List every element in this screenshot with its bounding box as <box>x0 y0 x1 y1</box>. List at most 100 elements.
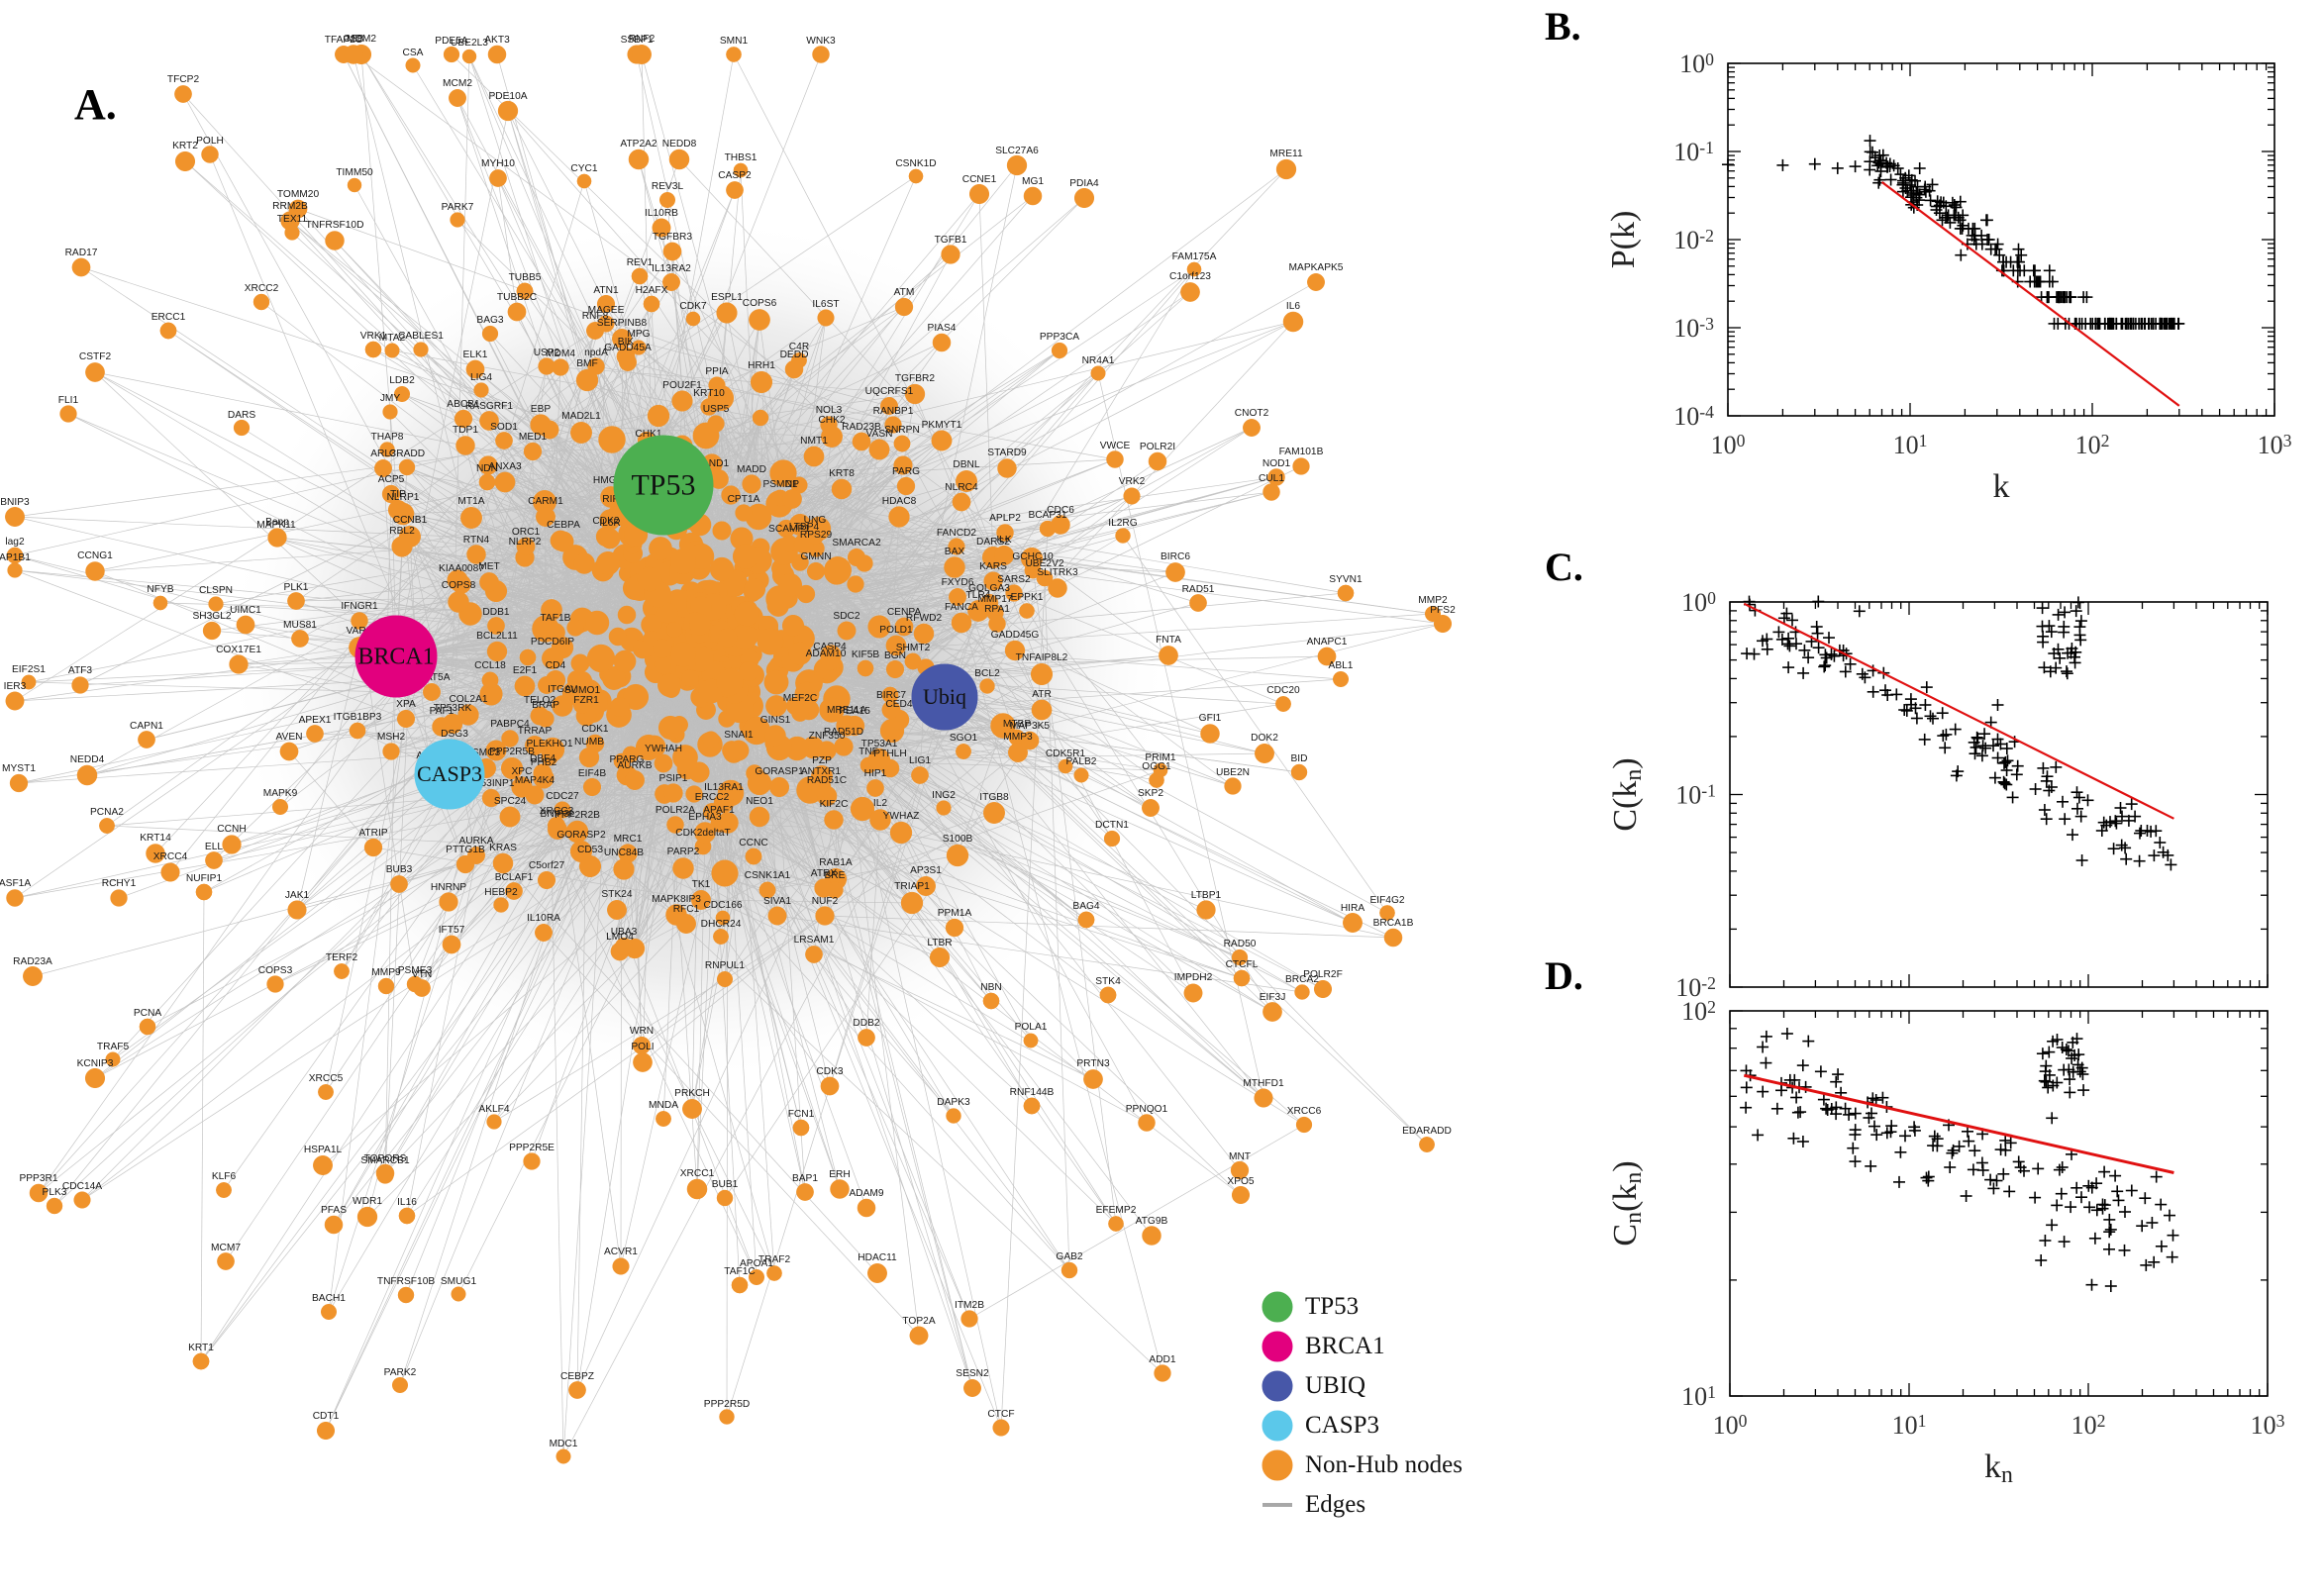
svg-text:ATN1: ATN1 <box>593 285 619 296</box>
svg-text:ABL1: ABL1 <box>1329 660 1354 671</box>
svg-text:KARS: KARS <box>979 561 1007 572</box>
svg-text:SLC27A6: SLC27A6 <box>995 146 1039 156</box>
svg-text:PPP2R5B: PPP2R5B <box>489 747 535 757</box>
svg-text:PAF1: PAF1 <box>430 706 454 717</box>
svg-text:ITGB8: ITGB8 <box>979 792 1009 803</box>
svg-text:THBS1: THBS1 <box>725 152 758 163</box>
svg-text:C1orf123: C1orf123 <box>1169 271 1211 282</box>
svg-text:NUFIP1: NUFIP1 <box>186 873 223 884</box>
svg-text:CABLES1: CABLES1 <box>398 331 444 342</box>
svg-text:NMT1: NMT1 <box>800 436 828 447</box>
svg-text:YWHAH: YWHAH <box>645 744 682 754</box>
svg-text:DBNL: DBNL <box>953 459 980 470</box>
svg-text:REV3L: REV3L <box>652 181 684 192</box>
svg-text:ASF1A: ASF1A <box>0 878 31 889</box>
svg-text:PCNA2: PCNA2 <box>90 807 124 818</box>
svg-text:TAF1B: TAF1B <box>541 613 571 624</box>
svg-text:PRTN3: PRTN3 <box>1076 1058 1110 1069</box>
svg-text:EIF3J: EIF3J <box>1260 992 1286 1003</box>
svg-text:PTTG1B: PTTG1B <box>446 845 485 855</box>
svg-text:THAP8: THAP8 <box>371 432 404 443</box>
svg-text:TERF2: TERF2 <box>326 952 358 963</box>
svg-text:RNF144B: RNF144B <box>1010 1087 1055 1098</box>
svg-text:NBN: NBN <box>980 982 1002 993</box>
svg-text:ND1: ND1 <box>709 458 730 469</box>
svg-text:TGFBR2: TGFBR2 <box>895 373 936 384</box>
svg-text:TUBB5: TUBB5 <box>509 272 542 283</box>
svg-text:CD4: CD4 <box>546 660 566 671</box>
svg-text:EIF2S1: EIF2S1 <box>12 664 46 675</box>
svg-text:KLF6: KLF6 <box>212 1171 237 1182</box>
svg-text:MAPK9: MAPK9 <box>263 788 298 799</box>
svg-text:HIRA: HIRA <box>1341 903 1365 914</box>
svg-text:RAD17: RAD17 <box>65 248 98 258</box>
svg-text:CSNK1A1: CSNK1A1 <box>745 870 791 881</box>
svg-text:SMARCB1: SMARCB1 <box>360 1155 410 1166</box>
svg-text:CAPN1: CAPN1 <box>130 721 163 732</box>
svg-text:CEBPA: CEBPA <box>547 520 580 531</box>
svg-text:CUL1: CUL1 <box>1259 473 1284 484</box>
svg-text:PKMYT1: PKMYT1 <box>922 420 962 431</box>
svg-text:APLP2: APLP2 <box>989 513 1021 524</box>
svg-text:MCM2: MCM2 <box>443 78 472 89</box>
svg-text:JMY: JMY <box>380 393 401 404</box>
svg-text:COPS3: COPS3 <box>258 965 293 976</box>
svg-text:PIAS4: PIAS4 <box>928 323 957 334</box>
svg-text:AKT3: AKT3 <box>484 35 510 46</box>
svg-text:MAPK11: MAPK11 <box>256 520 296 531</box>
svg-text:BUB1: BUB1 <box>712 1179 739 1190</box>
svg-text:AP1B1: AP1B1 <box>0 552 31 563</box>
svg-text:MED1: MED1 <box>519 432 548 443</box>
svg-text:XRCC4: XRCC4 <box>153 851 188 862</box>
svg-text:BCLAF1: BCLAF1 <box>495 872 534 883</box>
svg-text:IL6ST: IL6ST <box>812 299 839 310</box>
svg-text:YWHAZ: YWHAZ <box>883 811 920 822</box>
svg-text:SPC24: SPC24 <box>494 796 527 807</box>
svg-text:HEBP2: HEBP2 <box>484 887 518 898</box>
svg-text:MET: MET <box>478 561 500 572</box>
svg-text:USP5: USP5 <box>703 404 730 415</box>
svg-text:SHMT2: SHMT2 <box>896 643 931 653</box>
svg-text:LIG4: LIG4 <box>470 372 492 383</box>
svg-text:SARS2: SARS2 <box>997 574 1031 585</box>
svg-text:LTBP1: LTBP1 <box>1191 890 1222 901</box>
svg-text:IL6R: IL6R <box>599 518 621 529</box>
svg-text:NLRC4: NLRC4 <box>945 482 978 493</box>
svg-text:NEDD8: NEDD8 <box>662 139 697 150</box>
svg-text:DOK2: DOK2 <box>1251 733 1278 744</box>
svg-text:BIRC6: BIRC6 <box>1161 551 1190 562</box>
svg-text:XRCC1: XRCC1 <box>680 1168 715 1179</box>
svg-text:NLRP2: NLRP2 <box>509 537 542 548</box>
svg-text:SYVN1: SYVN1 <box>1329 574 1363 585</box>
svg-text:PPNQO1: PPNQO1 <box>1126 1104 1168 1115</box>
svg-text:TEX11: TEX11 <box>277 214 308 225</box>
svg-text:TNFRSF10B: TNFRSF10B <box>377 1276 436 1287</box>
svg-text:PDCD6IP: PDCD6IP <box>531 637 574 648</box>
svg-text:ILK: ILK <box>996 535 1011 546</box>
svg-text:BAX: BAX <box>945 547 965 557</box>
svg-text:BRCA2: BRCA2 <box>1285 974 1319 985</box>
svg-text:TGFBR3: TGFBR3 <box>653 232 693 243</box>
svg-text:PPP2R5D: PPP2R5D <box>704 1399 750 1410</box>
svg-text:ATG9B: ATG9B <box>1136 1216 1168 1227</box>
svg-text:IER3: IER3 <box>4 681 27 692</box>
svg-text:FAM101B: FAM101B <box>1279 447 1324 457</box>
svg-text:CLSPN: CLSPN <box>199 585 233 596</box>
svg-text:CSNK1D: CSNK1D <box>895 158 936 169</box>
svg-text:DAPK3: DAPK3 <box>937 1097 970 1108</box>
svg-text:CSTF2: CSTF2 <box>79 351 112 362</box>
svg-text:PCNA: PCNA <box>134 1008 162 1019</box>
svg-text:MEF2C: MEF2C <box>783 693 818 704</box>
svg-text:POLA1: POLA1 <box>1015 1022 1048 1033</box>
svg-text:DCTN1: DCTN1 <box>1095 820 1129 831</box>
svg-text:ELL: ELL <box>205 842 223 852</box>
svg-text:MRC1: MRC1 <box>614 834 643 845</box>
svg-text:BRE: BRE <box>825 870 846 881</box>
svg-text:VRK1: VRK1 <box>360 331 387 342</box>
svg-text:MAD2L1: MAD2L1 <box>561 411 601 422</box>
svg-text:CENPA: CENPA <box>887 607 922 618</box>
svg-text:RNPUL1: RNPUL1 <box>705 960 746 971</box>
svg-text:NOD1: NOD1 <box>1262 458 1291 469</box>
svg-text:FLI1: FLI1 <box>58 395 79 406</box>
svg-text:TOP2A: TOP2A <box>902 1316 935 1327</box>
